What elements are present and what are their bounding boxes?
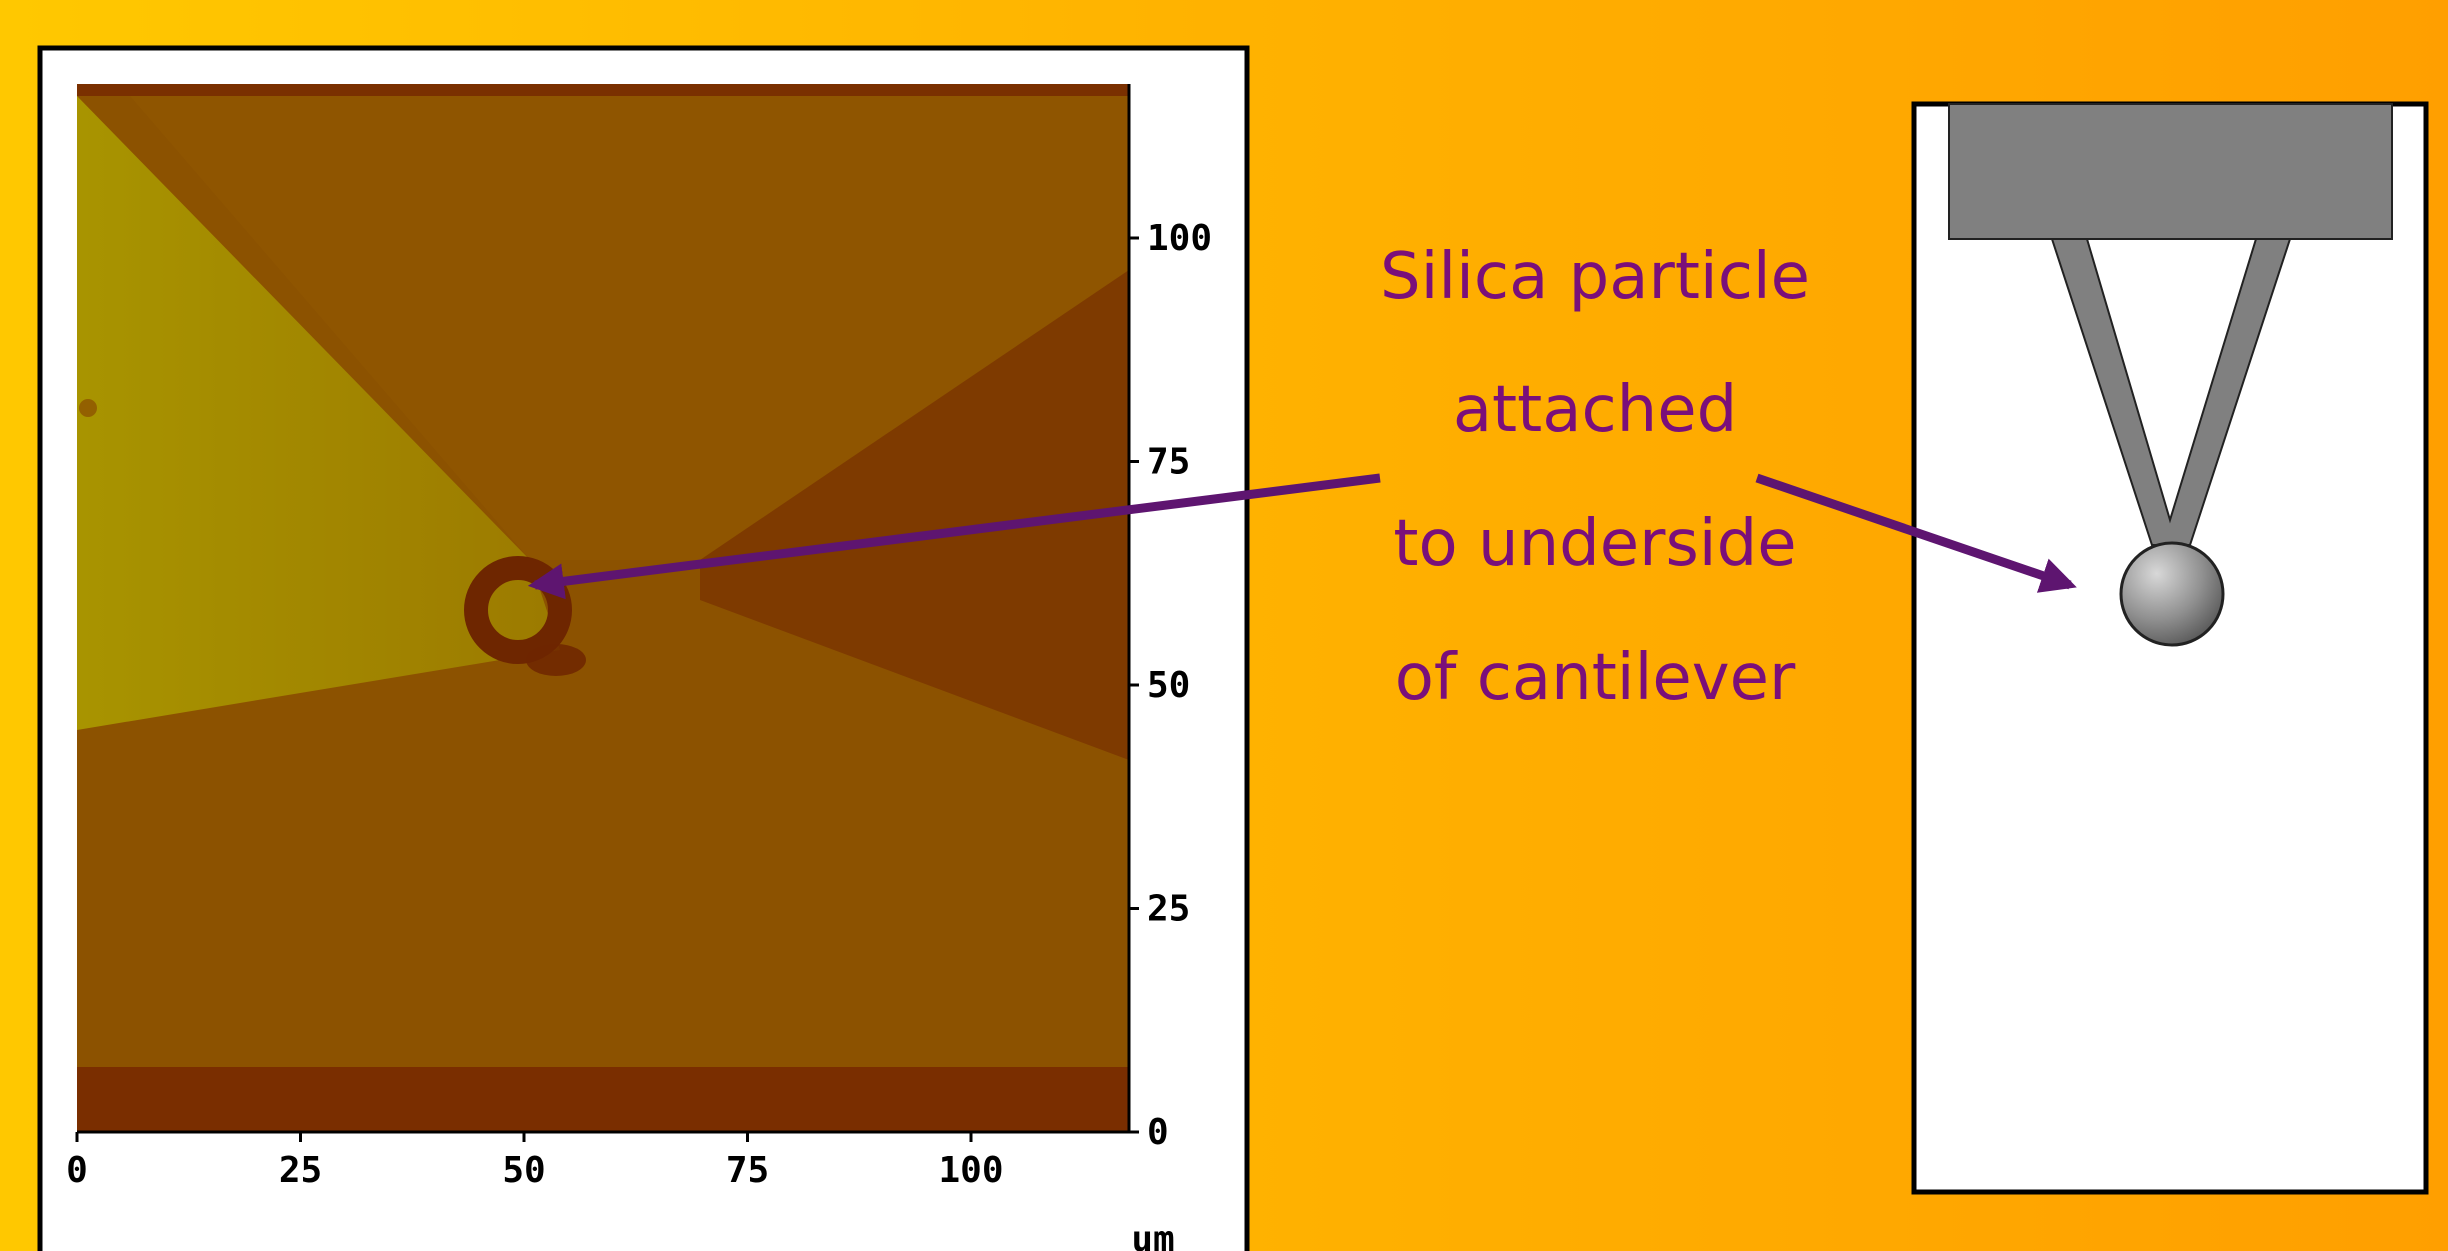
arrow-to-afm-particle xyxy=(527,473,1381,600)
y-tick-label: 75 xyxy=(1147,442,1190,483)
silica-sphere xyxy=(2119,541,2225,647)
arrow-to-cantilever-sphere xyxy=(1755,473,2077,593)
x-tick-label: 25 xyxy=(279,1150,322,1191)
pointer-arrows xyxy=(527,473,2077,600)
afm-upper-wedge xyxy=(130,96,1129,560)
afm-edge-spot xyxy=(79,399,97,417)
y-tick-label: 50 xyxy=(1147,665,1190,706)
x-axis-ticks: 0 25 50 75 100 xyxy=(66,1132,1004,1191)
cantilever-diagram xyxy=(1911,101,2429,1195)
cantilever-panel-frame xyxy=(1911,101,2429,1195)
afm-image-panel: 0 25 50 75 100 0 25 50 75 100 um xyxy=(37,45,1250,1251)
afm-scan-image xyxy=(77,84,1129,1132)
caption-line-2: attached xyxy=(1452,373,1738,447)
caption-line-3: to underside xyxy=(1393,507,1797,581)
particle-ring xyxy=(464,556,572,664)
y-tick-label: 100 xyxy=(1147,218,1212,259)
y-axis-ticks: 0 25 50 75 100 xyxy=(1129,218,1212,1153)
axis-unit-label: um xyxy=(1131,1219,1174,1251)
particle-shadow xyxy=(526,644,586,676)
caption-line-1: Silica particle xyxy=(1379,240,1811,314)
afm-right-dark-wedge xyxy=(700,270,1129,760)
x-tick-label: 100 xyxy=(938,1150,1003,1191)
afm-top-dark-band xyxy=(77,84,1129,96)
y-tick-label: 25 xyxy=(1147,889,1190,930)
x-tick-label: 0 xyxy=(66,1150,88,1191)
x-tick-label: 50 xyxy=(502,1150,545,1191)
afm-axes: 0 25 50 75 100 0 25 50 75 100 um xyxy=(66,84,1212,1251)
afm-bright-wedge xyxy=(77,96,560,730)
caption-line-4: of cantilever xyxy=(1394,641,1796,715)
afm-bottom-dark-band xyxy=(77,1067,1129,1132)
cantilever-holder xyxy=(1948,103,2393,240)
x-tick-label: 75 xyxy=(726,1150,769,1191)
y-tick-label: 0 xyxy=(1147,1112,1169,1153)
